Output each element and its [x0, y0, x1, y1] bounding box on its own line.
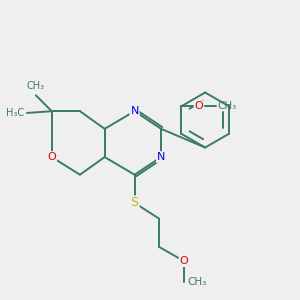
Text: CH₃: CH₃ [27, 81, 45, 91]
Text: O: O [180, 256, 188, 266]
Text: H₃C: H₃C [6, 108, 24, 118]
Text: S: S [130, 196, 139, 209]
Text: O: O [195, 101, 203, 111]
Text: CH₃: CH₃ [218, 101, 237, 111]
Text: N: N [130, 106, 139, 116]
Text: O: O [47, 152, 56, 162]
Text: N: N [157, 152, 165, 162]
Text: CH₃: CH₃ [188, 277, 207, 287]
